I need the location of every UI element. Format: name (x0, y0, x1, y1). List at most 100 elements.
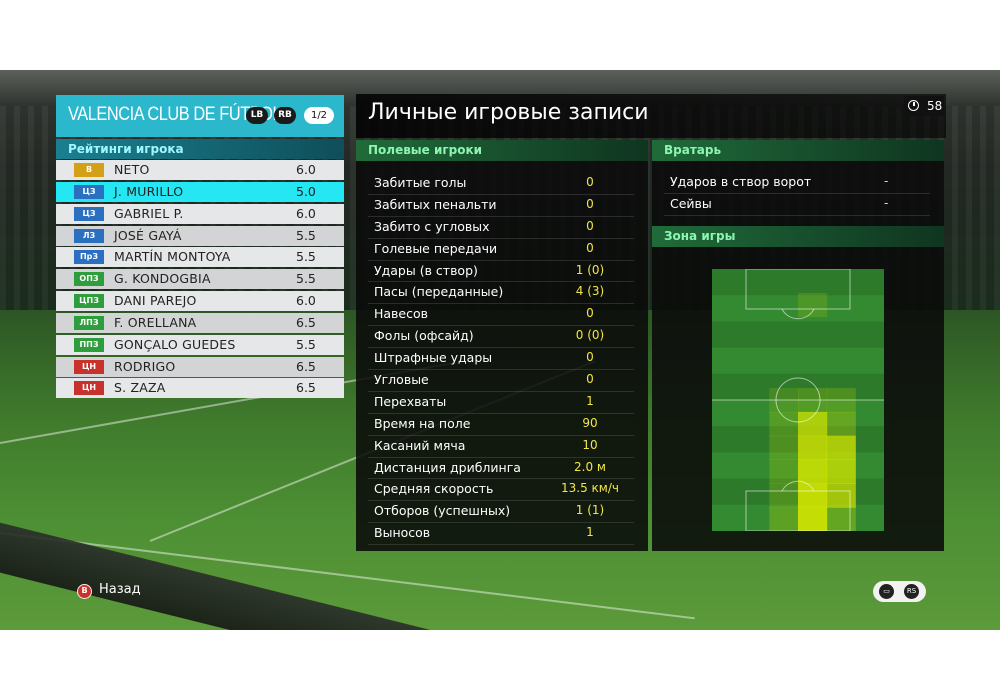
field-players-panel: Полевые игроки Забитые голы 0 Забитых пена… (356, 140, 648, 551)
player-name: MARTÍN MONTOYA (114, 249, 231, 265)
stat-row: Фолы (офсайд) 0 (0) (368, 326, 634, 349)
stat-row: Угловые 0 (368, 370, 634, 392)
position-badge: ЦН (74, 359, 104, 374)
stat-row: Забитых пенальти 0 (368, 195, 634, 217)
stat-label: Средняя скорость (374, 481, 494, 497)
stat-value: 2.0 м (574, 459, 606, 474)
heat-cell (769, 459, 799, 484)
position-badge: ЦПЗ (74, 294, 104, 309)
stat-value: 90 (582, 415, 598, 430)
player-rating: 5.5 (296, 227, 316, 243)
player-ratings-title: Рейтинги игрока (56, 139, 344, 159)
stat-label: Забитых пенальти (374, 196, 497, 212)
stat-label: Угловые (374, 372, 429, 388)
player-name: S. ZAZA (114, 380, 166, 396)
stat-row: Касаний мяча 10 (368, 436, 634, 458)
stat-value: 4 (3) (575, 284, 605, 299)
heat-cell (798, 507, 828, 531)
rb-button[interactable]: RB (274, 107, 296, 124)
position-badge: ЛЗ (74, 228, 104, 243)
stat-label: Удары (в створ) (374, 262, 478, 278)
heat-cell (826, 507, 856, 531)
stat-value: 0 (586, 372, 594, 387)
position-badge: ЛПЗ (74, 315, 104, 330)
stat-label: Штрафные удары (374, 350, 493, 366)
play-zone-panel: Зона игры (652, 226, 944, 551)
center-circle (775, 377, 821, 423)
gk-stat-value: - (884, 196, 889, 210)
player-rating: 6.0 (296, 293, 316, 309)
player-rating: 5.5 (296, 249, 316, 265)
gk-stat-value: - (884, 174, 889, 188)
field-players-title: Полевые игроки (356, 140, 648, 161)
player-rating: 6.0 (296, 162, 316, 177)
heat-cell (798, 411, 828, 437)
heat-cell (769, 483, 799, 508)
stat-label: Забитые голы (374, 175, 467, 190)
player-name: GABRIEL P. (114, 205, 184, 221)
player-row[interactable]: ПрЗ MARTÍN MONTOYA 5.5 (56, 247, 344, 268)
timer: 58 (904, 96, 944, 116)
player-row[interactable]: ЛПЗ F. ORELLANA 6.5 (56, 312, 344, 333)
stat-value: 1 (586, 393, 594, 408)
player-name: RODRIGO (114, 358, 176, 374)
player-row[interactable]: ЛЗ JOSÉ GAYÁ 5.5 (56, 225, 344, 246)
stat-row: Забитые голы 0 (368, 173, 634, 195)
gk-stat-label: Сейвы (670, 196, 712, 211)
player-row[interactable]: В NETO 6.0 (56, 160, 344, 180)
player-row[interactable]: ЦПЗ DANI PAREJO 6.0 (56, 291, 344, 312)
circle-b-button-icon: B (77, 584, 92, 599)
lb-button[interactable]: LB (246, 107, 268, 124)
stat-label: Фолы (офсайд) (374, 328, 474, 344)
stat-label: Навесов (374, 306, 429, 322)
heat-cell (798, 292, 828, 318)
stat-value: 1 (0) (575, 262, 605, 277)
player-row[interactable]: ЦЗ GABRIEL P. 6.0 (56, 203, 344, 224)
stat-label: Забито с угловых (374, 218, 490, 234)
stat-label: Время на поле (374, 415, 471, 431)
stat-row: Время на поле 90 (368, 414, 634, 436)
stat-value: 0 (586, 240, 594, 255)
play-zone-title: Зона игры (652, 226, 944, 247)
player-row[interactable]: ОПЗ G. KONDOGBIA 5.5 (56, 269, 344, 290)
stat-value: 1 (586, 525, 594, 540)
play-zone-heatmap (712, 269, 884, 531)
stat-label: Голевые передачи (374, 240, 498, 256)
bottom-penalty-box (745, 490, 851, 531)
player-row[interactable]: ЦН RODRIGO 6.5 (56, 356, 344, 377)
stat-row: Перехваты 1 (368, 392, 634, 414)
gk-stat-row: Сейвы - (664, 194, 930, 216)
top-penalty-arc (781, 308, 815, 320)
clock-icon (908, 100, 919, 111)
stat-value: 0 (586, 350, 594, 365)
chat-bubble-icon[interactable]: ▭ (879, 584, 894, 599)
player-name: J. MURILLO (114, 183, 184, 199)
stat-value: 0 (586, 218, 594, 233)
player-name: G. KONDOGBIA (114, 271, 211, 287)
stat-row: Средняя скорость 13.5 км/ч (368, 479, 634, 502)
stat-row: Удары (в створ) 1 (0) (368, 261, 634, 283)
heat-cell (826, 459, 856, 484)
rs-button-icon[interactable]: RS (904, 584, 919, 599)
team-header: VALENCIA CLUB DE FÚTBOL LB RB 1/2 (56, 95, 344, 137)
heat-cell (826, 435, 856, 461)
player-row[interactable]: ЦЗ J. MURILLO 5.0 (56, 181, 344, 202)
stat-value: 13.5 км/ч (561, 481, 619, 496)
stat-row: Голевые передачи 0 (368, 239, 634, 261)
stat-row: Отборов (успешных) 1 (1) (368, 501, 634, 524)
stat-list: Забитые голы 0 Забитых пенальти 0 Забито с у… (368, 173, 634, 546)
stat-value: 1 (1) (575, 503, 605, 518)
timer-value: 58 (927, 99, 943, 113)
player-row[interactable]: ЦН S. ZAZA 6.5 (56, 378, 344, 399)
stat-value: 0 (586, 306, 594, 321)
heat-cell (769, 435, 799, 461)
bottom-penalty-arc (781, 480, 815, 492)
position-badge: ОПЗ (74, 272, 104, 287)
player-row[interactable]: ППЗ GONÇALO GUEDES 5.5 (56, 334, 344, 355)
player-rating: 5.5 (296, 271, 316, 287)
stat-label: Отборов (успешных) (374, 503, 511, 519)
page-indicator: 1/2 (304, 107, 334, 124)
heat-cell (826, 411, 856, 437)
heat-cell (798, 459, 828, 484)
chat-controls[interactable]: ▭ RS (873, 581, 926, 602)
